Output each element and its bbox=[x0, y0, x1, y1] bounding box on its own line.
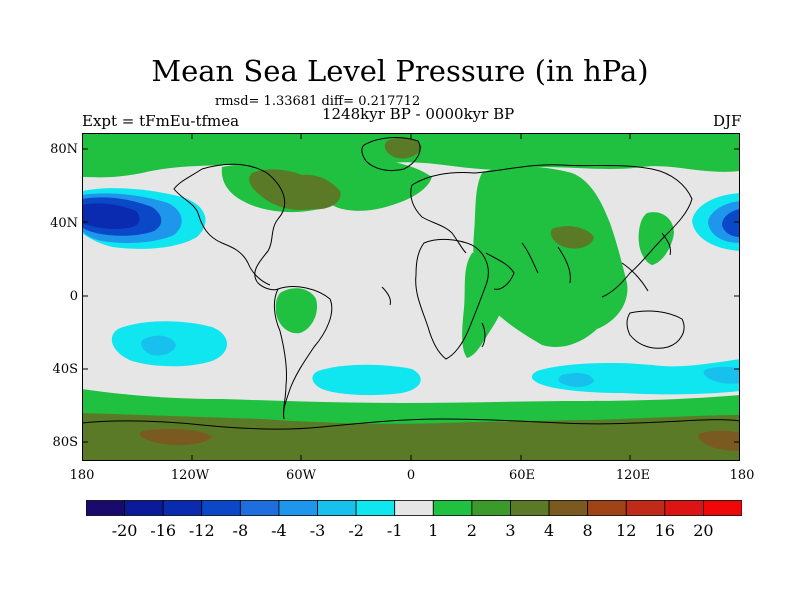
antarctica-strong-region bbox=[82, 413, 740, 461]
lon-label: 180 bbox=[729, 468, 755, 483]
south-america-positive-region bbox=[275, 288, 318, 334]
colorbar-label: 8 bbox=[582, 521, 593, 540]
northwest-pacific-deep-region bbox=[722, 209, 740, 237]
axis-ticks bbox=[82, 133, 740, 461]
colorbar-swatch bbox=[201, 500, 241, 516]
colorbar-label: -12 bbox=[188, 521, 215, 540]
south-atlantic-negative-region bbox=[312, 364, 421, 396]
colorbar-swatch bbox=[317, 500, 357, 516]
colorbar bbox=[86, 500, 742, 516]
lon-label: 120W bbox=[170, 468, 210, 483]
south-pacific-east-core-region bbox=[703, 366, 740, 384]
lon-label: 120E bbox=[615, 468, 651, 483]
stats-text: rmsd= 1.33681 diff= 0.217712 bbox=[215, 94, 421, 109]
antarctica-peak-region bbox=[139, 429, 212, 445]
colorbar-swatch bbox=[124, 500, 164, 516]
indian-ocean-positive-region bbox=[462, 251, 508, 358]
colorbar-label: -4 bbox=[271, 521, 287, 540]
colorbar-label: 20 bbox=[693, 521, 714, 540]
colorbar-label: -2 bbox=[348, 521, 364, 540]
coastlines bbox=[82, 137, 740, 430]
colorbar-swatch bbox=[587, 500, 627, 516]
colorbar-label: 1 bbox=[428, 521, 439, 540]
lat-label: 80N bbox=[50, 142, 78, 157]
greenland-strong-region bbox=[384, 137, 422, 159]
north-atlantic-strong-region bbox=[249, 169, 341, 211]
colorbar-swatch bbox=[432, 500, 473, 516]
colorbar-swatch bbox=[625, 500, 666, 516]
colorbar-swatch bbox=[471, 500, 511, 516]
lon-label: 60W bbox=[286, 468, 316, 483]
colorbar-swatch bbox=[664, 500, 704, 516]
north-pacific-core-region bbox=[82, 203, 140, 230]
colorbar-label: -3 bbox=[309, 521, 326, 540]
experiment-label: Expt = tFmEu-tfmea bbox=[82, 112, 240, 130]
lon-label: 180 bbox=[69, 468, 95, 483]
colorbar-label: -16 bbox=[150, 521, 177, 540]
eurasia-positive-region bbox=[473, 166, 628, 348]
lat-label: 40S bbox=[52, 362, 78, 377]
south-indian-core-region bbox=[558, 373, 594, 388]
colorbar-label: 3 bbox=[505, 521, 516, 540]
east-asia-positive-region bbox=[638, 212, 674, 265]
colorbar-swatch bbox=[548, 500, 589, 516]
pressure-map bbox=[82, 133, 740, 461]
colorbar-swatch bbox=[278, 500, 318, 516]
colorbar-swatch bbox=[394, 500, 434, 516]
colorbar-label: -20 bbox=[111, 521, 138, 540]
colorbar-label: 4 bbox=[543, 521, 555, 540]
lat-label: 80S bbox=[52, 435, 78, 450]
colorbar-label: -8 bbox=[232, 521, 249, 540]
colorbar-swatch bbox=[86, 500, 125, 516]
map-title: Mean Sea Level Pressure (in hPa) bbox=[151, 54, 649, 88]
colorbar-swatch bbox=[355, 500, 396, 516]
south-pacific-core-region bbox=[141, 335, 176, 356]
antarctica-peak-region bbox=[698, 430, 740, 451]
season-label: DJF bbox=[713, 112, 742, 130]
colorbar-label: 2 bbox=[466, 521, 477, 540]
colorbar-label: 16 bbox=[654, 521, 675, 540]
lat-label: 0 bbox=[69, 289, 78, 304]
colorbar-swatch bbox=[239, 500, 280, 516]
lon-label: 60E bbox=[508, 468, 536, 483]
colorbar-swatch bbox=[703, 500, 742, 516]
period-text: 1248kyr BP - 0000kyr BP bbox=[322, 105, 515, 123]
asia-strong-region bbox=[550, 226, 594, 249]
colorbar-swatch bbox=[510, 500, 550, 516]
colorbar-label: 12 bbox=[616, 521, 637, 540]
lat-label: 40N bbox=[50, 216, 78, 231]
lon-label: 0 bbox=[406, 468, 416, 483]
colorbar-swatch bbox=[162, 500, 203, 516]
colorbar-label: -1 bbox=[386, 521, 403, 540]
